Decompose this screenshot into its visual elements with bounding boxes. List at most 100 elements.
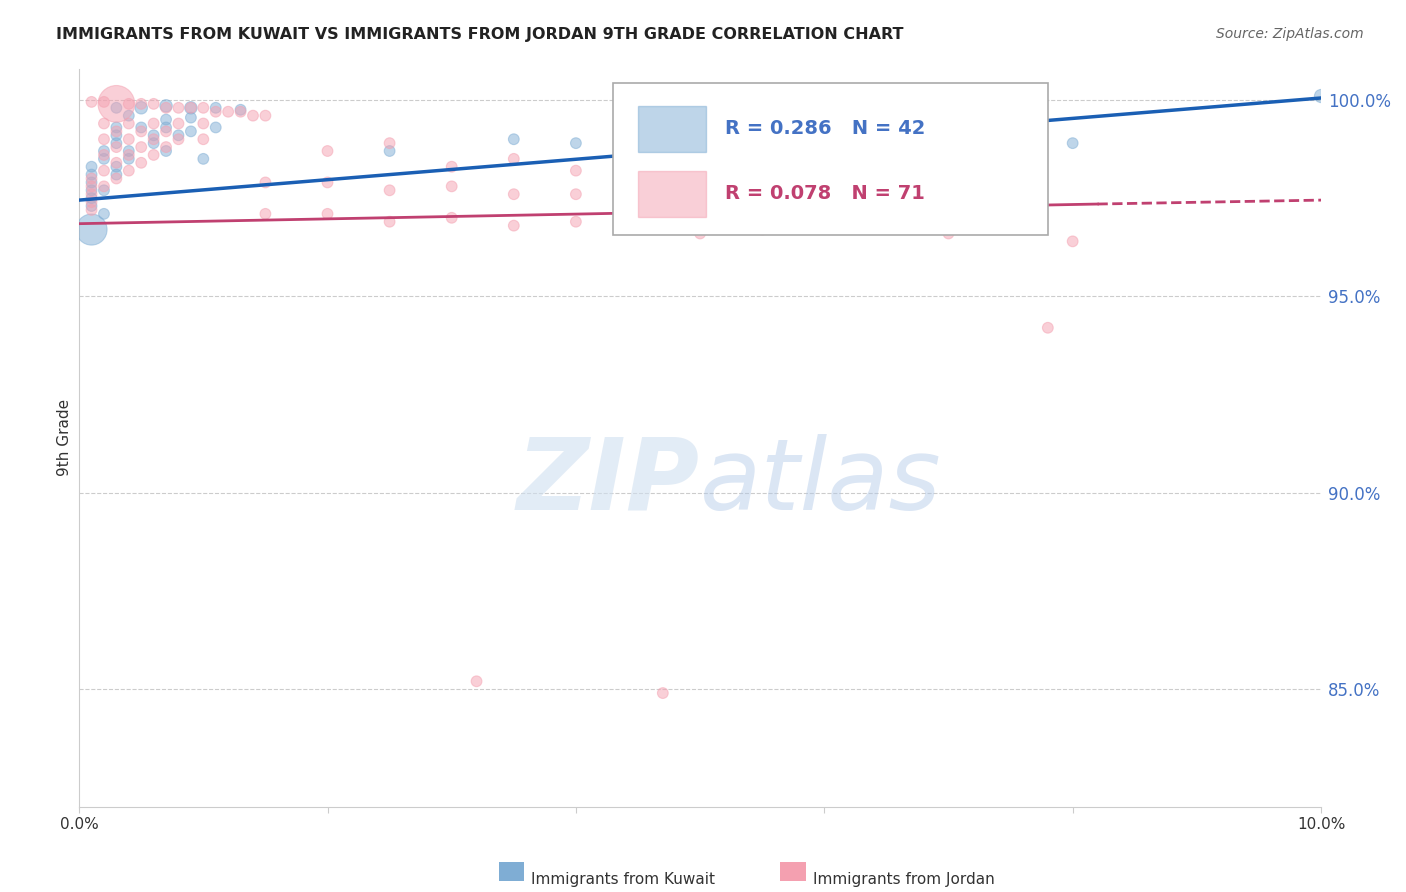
Point — [242, 109, 264, 123]
Point — [93, 95, 115, 109]
Point — [180, 124, 202, 138]
Point — [80, 176, 103, 190]
Point — [118, 163, 141, 178]
Point — [105, 156, 128, 170]
Point — [105, 128, 128, 143]
Point — [118, 144, 141, 158]
Point — [80, 191, 103, 205]
Point — [651, 686, 673, 700]
Point — [204, 104, 226, 119]
Text: atlas: atlas — [700, 434, 942, 531]
Point — [1310, 89, 1333, 103]
Point — [167, 128, 190, 143]
Point — [565, 187, 588, 202]
Point — [193, 116, 215, 130]
Point — [465, 674, 488, 689]
Point — [217, 104, 239, 119]
Point — [155, 144, 177, 158]
Point — [155, 140, 177, 154]
Point — [502, 219, 524, 233]
Point — [440, 211, 463, 225]
Point — [193, 152, 215, 166]
Point — [142, 96, 165, 111]
Point — [80, 179, 103, 194]
Point — [93, 152, 115, 166]
Point — [180, 101, 202, 115]
Point — [565, 163, 588, 178]
Point — [565, 215, 588, 229]
Point — [80, 160, 103, 174]
Point — [689, 227, 711, 241]
Point — [105, 171, 128, 186]
Point — [129, 101, 152, 115]
Point — [502, 132, 524, 146]
Y-axis label: 9th Grade: 9th Grade — [58, 400, 72, 476]
Point — [93, 179, 115, 194]
Point — [129, 156, 152, 170]
Point — [316, 176, 339, 190]
Point — [105, 96, 128, 111]
Point — [751, 222, 773, 236]
Point — [155, 99, 177, 113]
Point — [129, 120, 152, 135]
Point — [80, 187, 103, 202]
Bar — [638, 105, 706, 152]
Point — [155, 112, 177, 127]
Point — [80, 171, 103, 186]
FancyBboxPatch shape — [613, 83, 1047, 235]
Point — [105, 136, 128, 150]
Point — [93, 207, 115, 221]
Point — [502, 187, 524, 202]
Point — [93, 163, 115, 178]
Point — [118, 152, 141, 166]
Point — [80, 168, 103, 182]
Point — [167, 116, 190, 130]
Text: Immigrants from Kuwait: Immigrants from Kuwait — [531, 872, 716, 888]
Point — [155, 120, 177, 135]
Point — [142, 116, 165, 130]
Point — [80, 95, 103, 109]
Point — [193, 132, 215, 146]
Point — [204, 120, 226, 135]
Point — [1036, 320, 1059, 334]
Point — [142, 128, 165, 143]
Point — [105, 168, 128, 182]
Point — [938, 227, 960, 241]
Point — [193, 101, 215, 115]
Point — [142, 132, 165, 146]
Point — [316, 207, 339, 221]
Point — [118, 116, 141, 130]
Point — [254, 207, 277, 221]
Point — [565, 136, 588, 150]
Text: Source: ZipAtlas.com: Source: ZipAtlas.com — [1216, 27, 1364, 41]
Point — [118, 96, 141, 111]
Point — [229, 103, 252, 117]
Text: R = 0.286   N = 42: R = 0.286 N = 42 — [725, 120, 925, 138]
Point — [155, 124, 177, 138]
Point — [378, 136, 401, 150]
Point — [502, 152, 524, 166]
Point — [440, 160, 463, 174]
Point — [118, 148, 141, 162]
Point — [378, 183, 401, 197]
Point — [105, 101, 128, 115]
Point — [129, 140, 152, 154]
Point — [129, 96, 152, 111]
Point — [813, 219, 835, 233]
Text: IMMIGRANTS FROM KUWAIT VS IMMIGRANTS FROM JORDAN 9TH GRADE CORRELATION CHART: IMMIGRANTS FROM KUWAIT VS IMMIGRANTS FRO… — [56, 27, 904, 42]
Point — [180, 101, 202, 115]
Point — [689, 120, 711, 135]
Point — [378, 144, 401, 158]
Point — [440, 179, 463, 194]
Point — [316, 144, 339, 158]
Point — [1062, 136, 1084, 150]
Bar — [638, 170, 706, 217]
Point — [80, 222, 103, 236]
Point — [627, 168, 650, 182]
Text: ZIP: ZIP — [517, 434, 700, 531]
Point — [80, 183, 103, 197]
Point — [1062, 235, 1084, 249]
Point — [105, 140, 128, 154]
Point — [229, 104, 252, 119]
Point — [129, 124, 152, 138]
